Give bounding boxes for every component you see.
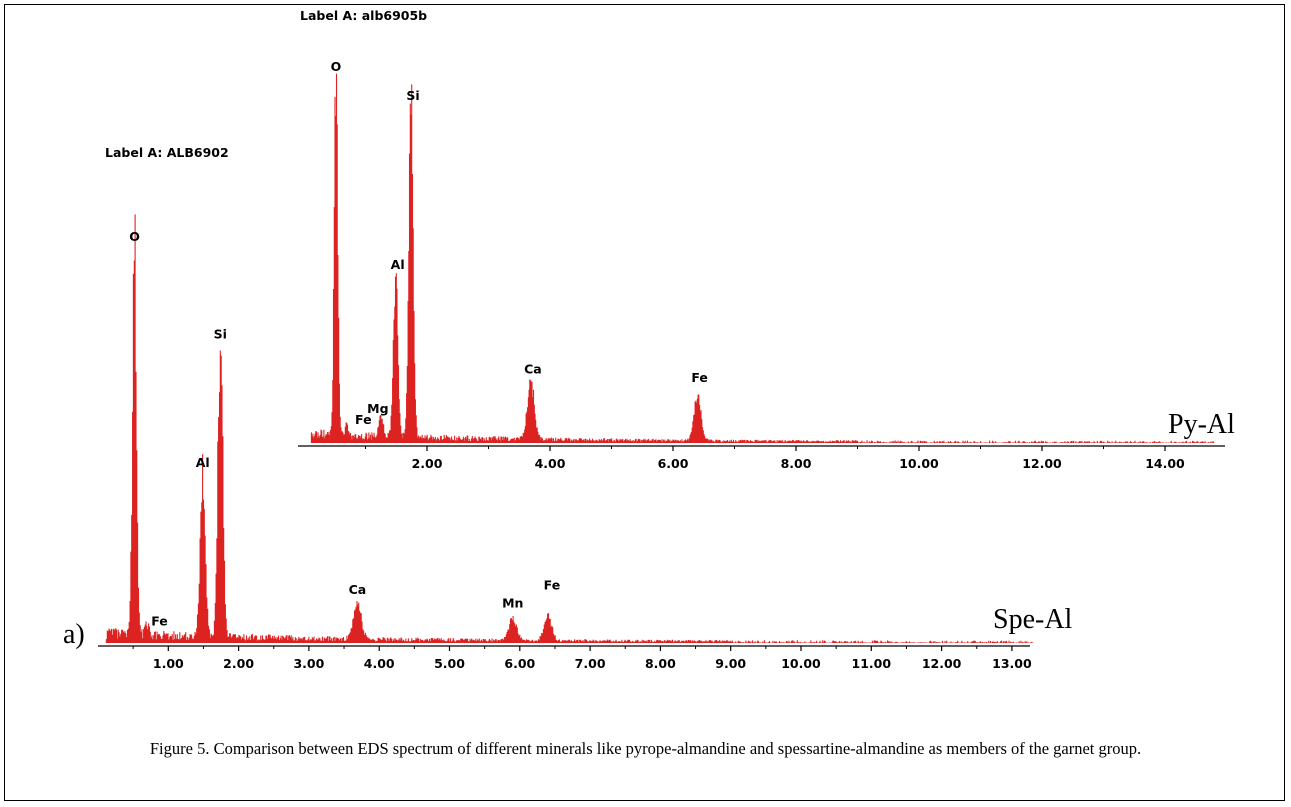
py-al-peak-label-al: Al bbox=[391, 257, 405, 272]
py-al-peak-label-si: Si bbox=[406, 88, 419, 103]
py-al-peak-label-ca: Ca bbox=[524, 361, 542, 376]
py-al-tick-label: 12.00 bbox=[1022, 456, 1062, 471]
py-al-peak-label-fe: Fe bbox=[355, 412, 372, 427]
spe-al-tick-label: 8.00 bbox=[645, 656, 676, 671]
spe-al-peak-label-al: Al bbox=[196, 455, 210, 470]
spe-al-peak-label-fe: Fe bbox=[151, 613, 168, 628]
spe-al-tick-label: 10.00 bbox=[781, 656, 821, 671]
py-al-peak-label-mg: Mg bbox=[367, 401, 388, 416]
py-al-sample-label: Label A: alb6905b bbox=[300, 8, 427, 23]
panel-letter: a) bbox=[63, 619, 85, 650]
py-al-chart: Label A: alb6905b 2.00 4.00 6.00 8.00 10.00 1… bbox=[298, 8, 1235, 471]
spe-al-tick-label: 12.00 bbox=[922, 656, 962, 671]
spe-al-tick-label: 2.00 bbox=[223, 656, 254, 671]
spe-al-x-ticks: 1.00 2.00 3.00 4.00 5.00 6.00 7.00 8.00 9.00 10.0… bbox=[132, 646, 1032, 671]
figure-caption: Figure 5. Comparison between EDS spectru… bbox=[149, 739, 1142, 758]
spe-al-peak-label-si: Si bbox=[214, 327, 227, 342]
spe-al-tick-label: 5.00 bbox=[434, 656, 465, 671]
spe-al-peak-labels: O Fe Al Si Ca Mn Fe bbox=[129, 229, 560, 628]
spe-al-peak-label-ca: Ca bbox=[349, 582, 367, 597]
spe-al-chart: Label A: ALB6902 1.00 2.00 3.00 4.00 5.00 6.0… bbox=[63, 145, 1073, 671]
py-al-tick-label: 10.00 bbox=[899, 456, 939, 471]
py-al-tick-label: 4.00 bbox=[535, 456, 566, 471]
py-al-tick-label: 2.00 bbox=[412, 456, 443, 471]
spe-al-spectrum-trace bbox=[105, 214, 1034, 643]
spe-al-peak-label-fe: Fe bbox=[544, 578, 561, 593]
py-al-tick-label: 14.00 bbox=[1145, 456, 1185, 471]
spe-al-tick-label: 13.00 bbox=[992, 656, 1032, 671]
py-al-peak-label-fe: Fe bbox=[691, 370, 708, 385]
spe-al-tick-label: 7.00 bbox=[575, 656, 606, 671]
spe-al-tick-label: 9.00 bbox=[715, 656, 746, 671]
spe-al-tick-label: 4.00 bbox=[364, 656, 395, 671]
spe-al-tick-label: 6.00 bbox=[504, 656, 535, 671]
spe-al-sample-label: Label A: ALB6902 bbox=[105, 145, 229, 160]
py-al-series-name: Py-Al bbox=[1168, 409, 1235, 440]
py-al-x-ticks: 2.00 4.00 6.00 8.00 10.00 12.00 14.00 bbox=[365, 446, 1185, 471]
py-al-tick-label: 6.00 bbox=[658, 456, 689, 471]
py-al-peak-label-o: O bbox=[331, 59, 342, 74]
spe-al-tick-label: 1.00 bbox=[153, 656, 184, 671]
spe-al-peak-label-mn: Mn bbox=[502, 596, 523, 611]
spe-al-series-name: Spe-Al bbox=[993, 604, 1073, 635]
py-al-spectrum-trace bbox=[310, 73, 1215, 443]
spe-al-peak-label-o: O bbox=[129, 229, 140, 244]
spe-al-tick-label: 3.00 bbox=[293, 656, 324, 671]
spe-al-tick-label: 11.00 bbox=[852, 656, 892, 671]
py-al-spectrum bbox=[310, 73, 1215, 443]
spe-al-spectrum bbox=[105, 214, 1034, 643]
py-al-tick-label: 8.00 bbox=[781, 456, 812, 471]
figure-frame bbox=[4, 4, 1285, 801]
